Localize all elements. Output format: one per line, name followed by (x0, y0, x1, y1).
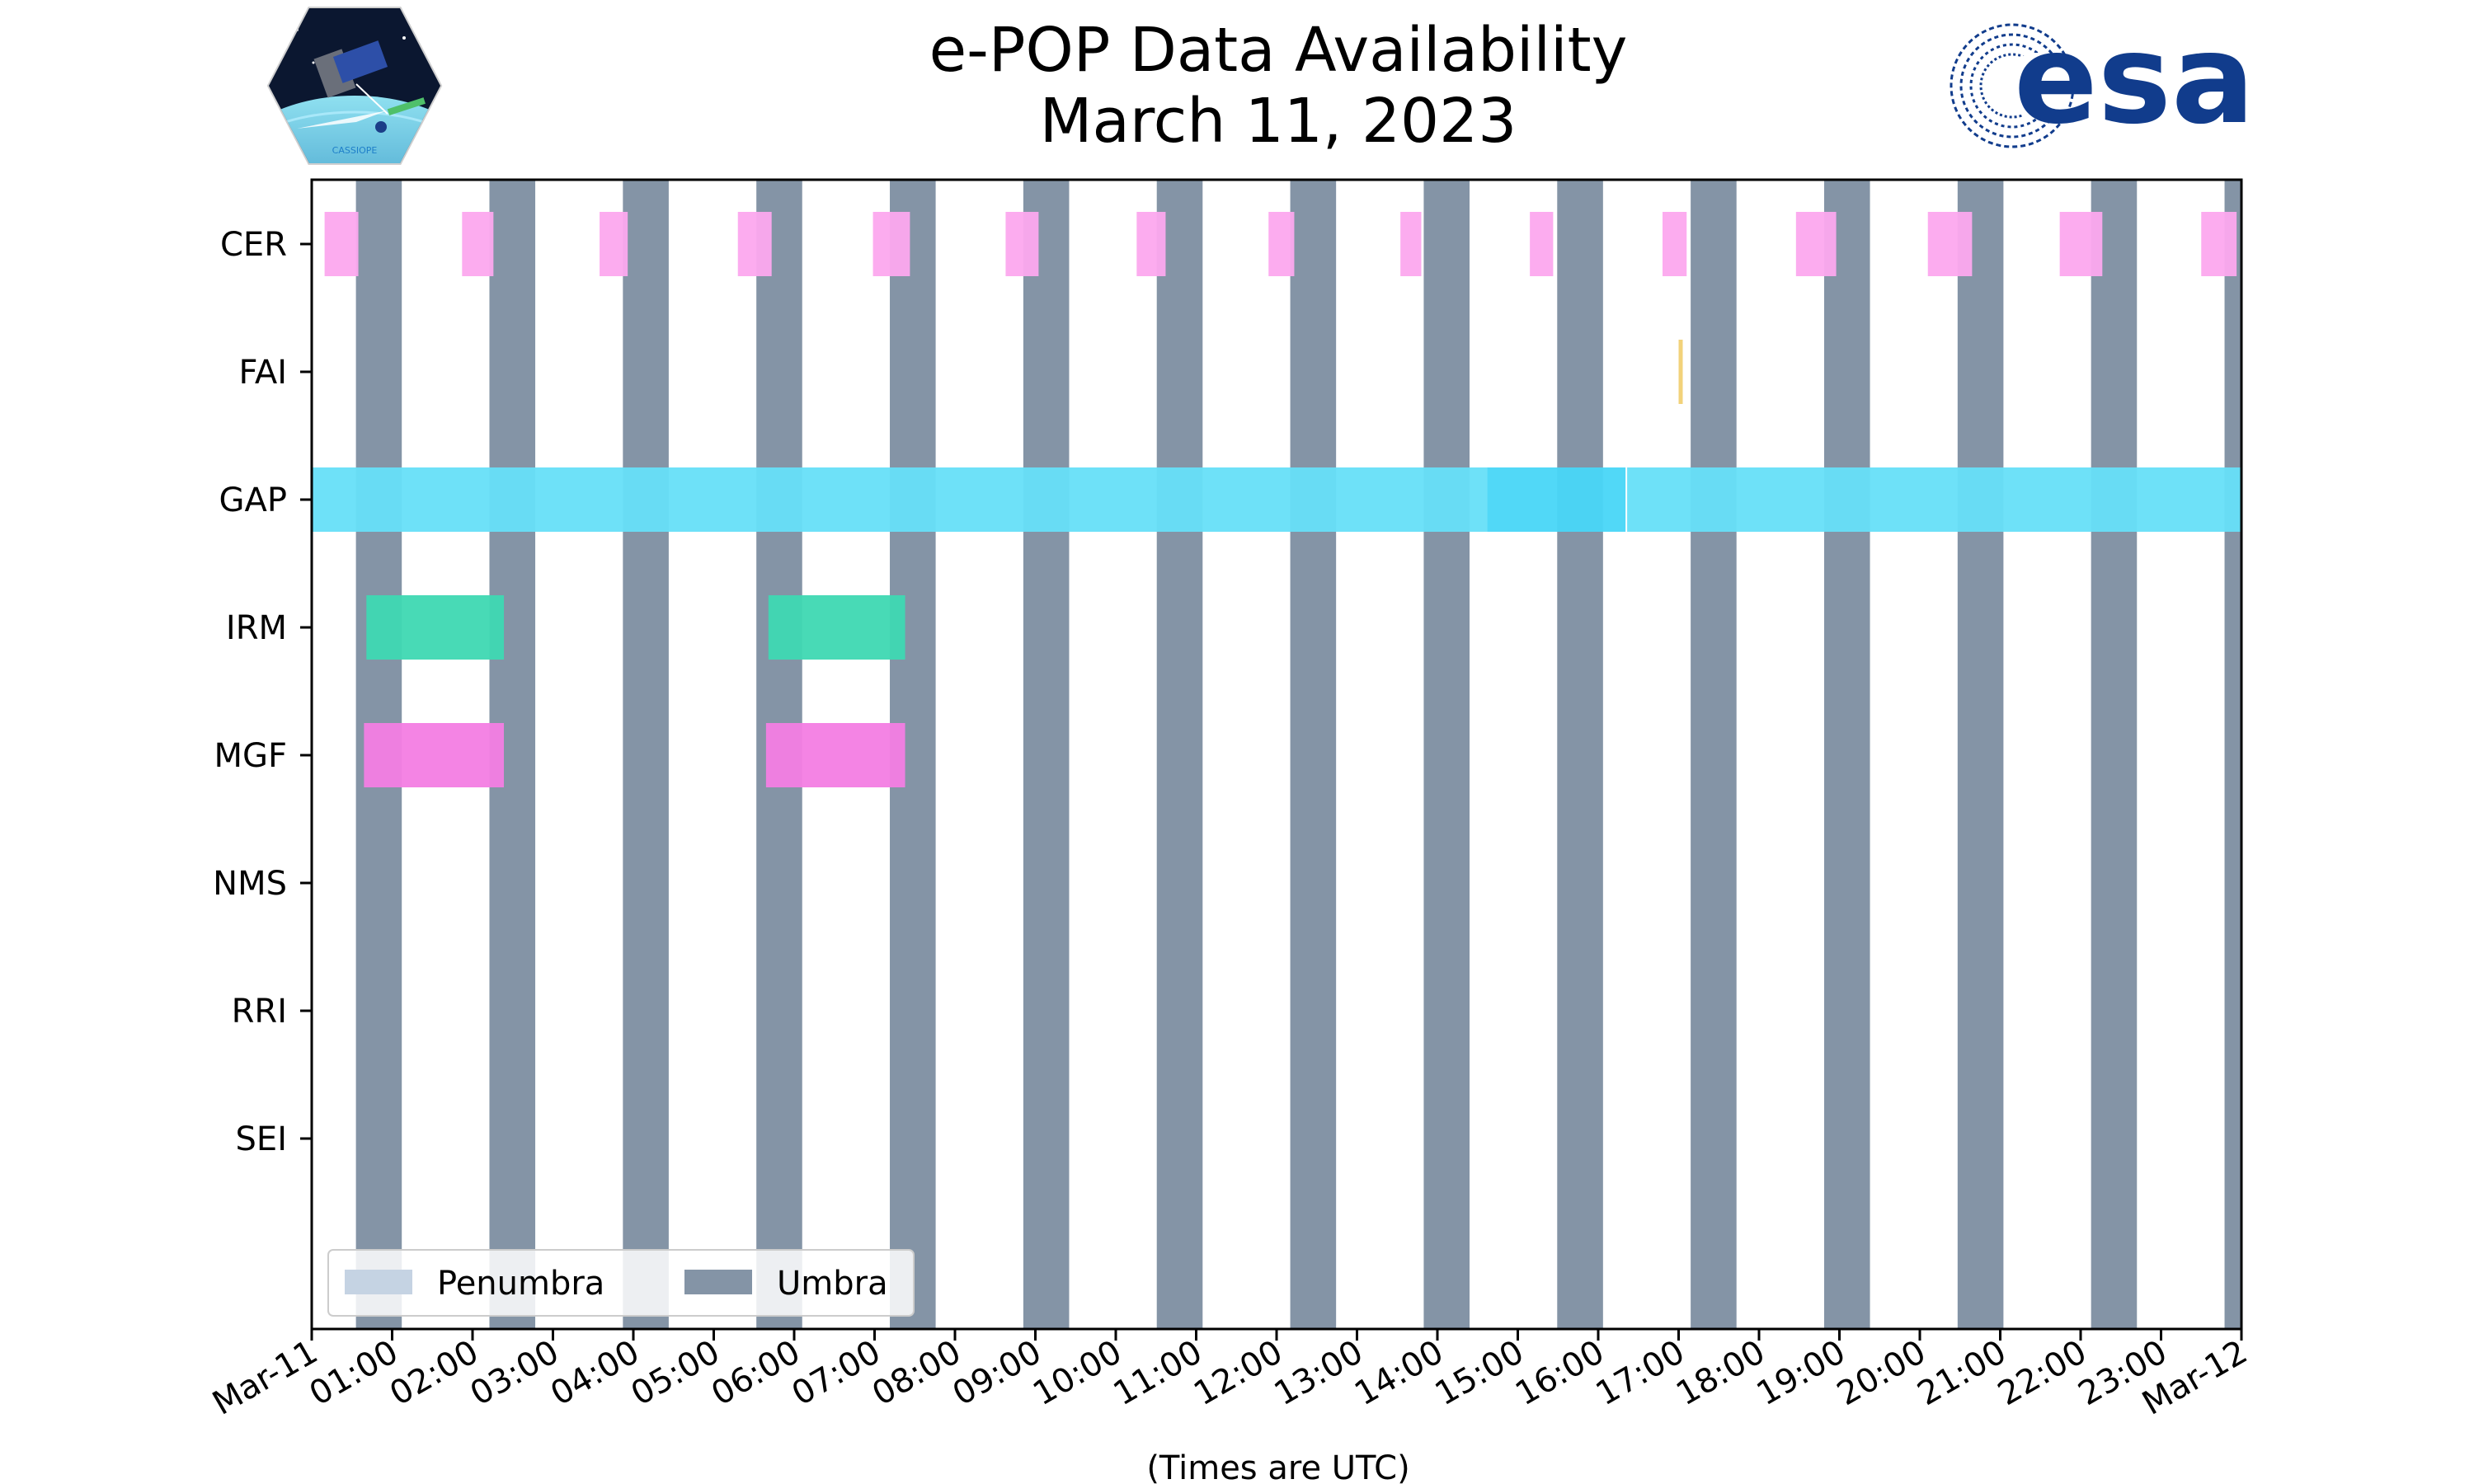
umbra-band (1691, 180, 1737, 1329)
cassiope-logo: CASSIOPE (266, 7, 443, 165)
umbra-band (1156, 180, 1203, 1329)
bar-cer (1927, 212, 1973, 276)
cassiope-logo-text: CASSIOPE (332, 145, 378, 156)
legend-box (327, 1249, 915, 1317)
legend-swatch-umbra (684, 1270, 752, 1294)
x-tick-label: 20:00 (1831, 1333, 1932, 1413)
x-tick-label: 03:00 (464, 1333, 566, 1413)
bar-gap (1627, 467, 2241, 532)
x-tick-label: 13:00 (1268, 1333, 1370, 1413)
x-tick-label: 21:00 (1912, 1333, 2013, 1413)
legend-label-penumbra: Penumbra (437, 1265, 604, 1303)
bar-cer (600, 212, 628, 276)
bar-mgf (765, 723, 905, 787)
x-tick-label: 07:00 (786, 1333, 887, 1413)
y-tick-label-mgf: MGF (214, 737, 287, 775)
x-tick-label: 09:00 (947, 1333, 1048, 1413)
legend-swatch-penumbra (345, 1270, 412, 1294)
chart-title-line-2: March 11, 2023 (1040, 86, 1517, 157)
bar-cer (872, 212, 910, 276)
y-axis: CER FAI GAP IRM MGF NMS RRI SEI (213, 226, 312, 1158)
plot-background (312, 180, 2241, 1329)
x-tick-label: 15:00 (1429, 1333, 1531, 1413)
bar-fai (1678, 340, 1683, 404)
x-tick-label: 10:00 (1027, 1333, 1128, 1413)
esa-logo-text: esa (2014, 21, 2255, 152)
umbra-band (623, 180, 669, 1329)
legend-label-umbra: Umbra (777, 1265, 888, 1303)
bar-cer (1400, 212, 1422, 276)
bar-cer (462, 212, 494, 276)
chart-title: e-POP Data Availability March 11, 2023 (929, 15, 1628, 157)
umbra-band (1290, 180, 1337, 1329)
bar-irm (366, 595, 505, 660)
x-tick-label: 02:00 (383, 1333, 485, 1413)
x-tick-label: 22:00 (1992, 1333, 2093, 1413)
bar-cer (737, 212, 772, 276)
y-tick-label-fai: FAI (239, 354, 288, 392)
x-tick-label: 19:00 (1751, 1333, 1852, 1413)
x-tick-label: 16:00 (1509, 1333, 1611, 1413)
x-tick-label: 01:00 (303, 1333, 405, 1413)
bar-cer (1136, 212, 1166, 276)
bar-mgf (364, 723, 505, 787)
x-tick-label: 06:00 (705, 1333, 807, 1413)
bar-cer (324, 212, 359, 276)
x-tick-label: 14:00 (1348, 1333, 1450, 1413)
bar-cer (1795, 212, 1837, 276)
bar-cer (2059, 212, 2103, 276)
bar-cer (2201, 212, 2237, 276)
x-tick-label: 17:00 (1590, 1333, 1691, 1413)
x-tick-label: 12:00 (1188, 1333, 1289, 1413)
x-axis-label: (Times are UTC) (1146, 1449, 1409, 1484)
x-tick-label: 11:00 (1108, 1333, 1209, 1413)
umbra-band (2224, 180, 2241, 1329)
chart-title-line-1: e-POP Data Availability (929, 15, 1628, 86)
esa-logo: esa (1950, 21, 2255, 152)
legend: Penumbra Umbra (327, 1249, 915, 1317)
plot-area (310, 178, 2243, 1331)
x-tick-label: 04:00 (544, 1333, 646, 1413)
umbra-band (1957, 180, 2004, 1329)
y-tick-label-gap: GAP (219, 481, 287, 519)
y-tick-label-nms: NMS (213, 865, 287, 903)
x-tick-label: 05:00 (625, 1333, 727, 1413)
bar-cer (1663, 212, 1687, 276)
bar-irm (768, 595, 905, 660)
umbra-band (1823, 180, 1870, 1329)
bar-gap (312, 467, 1488, 532)
umbra-band (1423, 180, 1470, 1329)
umbra-band (1557, 180, 1603, 1329)
bar-cer (1530, 212, 1554, 276)
bar-gap (1487, 467, 1626, 532)
bar-cer (1005, 212, 1039, 276)
y-tick-label-rri: RRI (232, 993, 287, 1031)
x-axis: Mar-1101:0002:0003:0004:0005:0006:0007:0… (206, 1329, 2254, 1423)
umbra-band (2091, 180, 2138, 1329)
x-tick-label: 08:00 (866, 1333, 967, 1413)
x-tick-label: 18:00 (1670, 1333, 1771, 1413)
y-tick-label-sei: SEI (236, 1120, 287, 1158)
bar-cer (1268, 212, 1295, 276)
umbra-band (1023, 180, 1070, 1329)
y-tick-label-cer: CER (220, 226, 287, 264)
y-tick-label-irm: IRM (226, 609, 287, 647)
